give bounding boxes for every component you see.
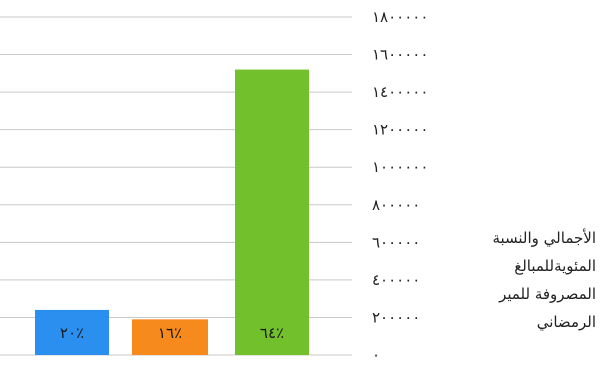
bar: [35, 309, 109, 355]
side-title-line-1: الأجمالي والنسبة: [492, 229, 596, 247]
bar-data-label: ١٦٪: [158, 324, 182, 342]
y-tick-label: ١٤٠٠٠٠٠: [372, 83, 428, 101]
bar: [235, 69, 309, 356]
y-tick-label: ٦٠٠٠٠٠: [372, 233, 420, 251]
bar-data-label: ٦٤٪: [260, 324, 284, 342]
y-axis-ticks: ٠ ٢٠٠٠٠٠ ٤٠٠٠٠٠ ٦٠٠٠٠٠ ٨٠٠٠٠٠ ١٠٠٠٠٠٠ ١٢٠٠٠٠٠ ١…: [372, 8, 428, 364]
chart-side-title: الأجمالي والنسبة المئويةللمبالغ المصروفة…: [456, 224, 596, 336]
y-tick-label: ٤٠٠٠٠٠: [372, 271, 420, 289]
side-title-line-3: المصروفة للمير: [499, 285, 596, 303]
y-tick-label: ٠: [372, 346, 380, 364]
y-tick-label: ١٢٠٠٠٠٠: [372, 121, 428, 139]
y-tick-label: ٨٠٠٠٠٠: [372, 196, 420, 214]
bar: [132, 319, 208, 355]
side-title-line-2: المئويةللمبالغ: [514, 257, 596, 275]
y-tick-label: ١٦٠٠٠٠٠: [372, 46, 428, 64]
bar-data-label: ٢٠٪: [60, 324, 84, 342]
side-title-line-4: الرمضاني: [536, 313, 596, 331]
bars: ٢٠٪ ١٦٪ ٦٤٪: [35, 69, 309, 356]
y-tick-label: ٢٠٠٠٠٠: [372, 308, 420, 326]
y-tick-label: ١٨٠٠٠٠٠: [372, 8, 428, 26]
y-tick-label: ١٠٠٠٠٠٠: [372, 158, 428, 176]
